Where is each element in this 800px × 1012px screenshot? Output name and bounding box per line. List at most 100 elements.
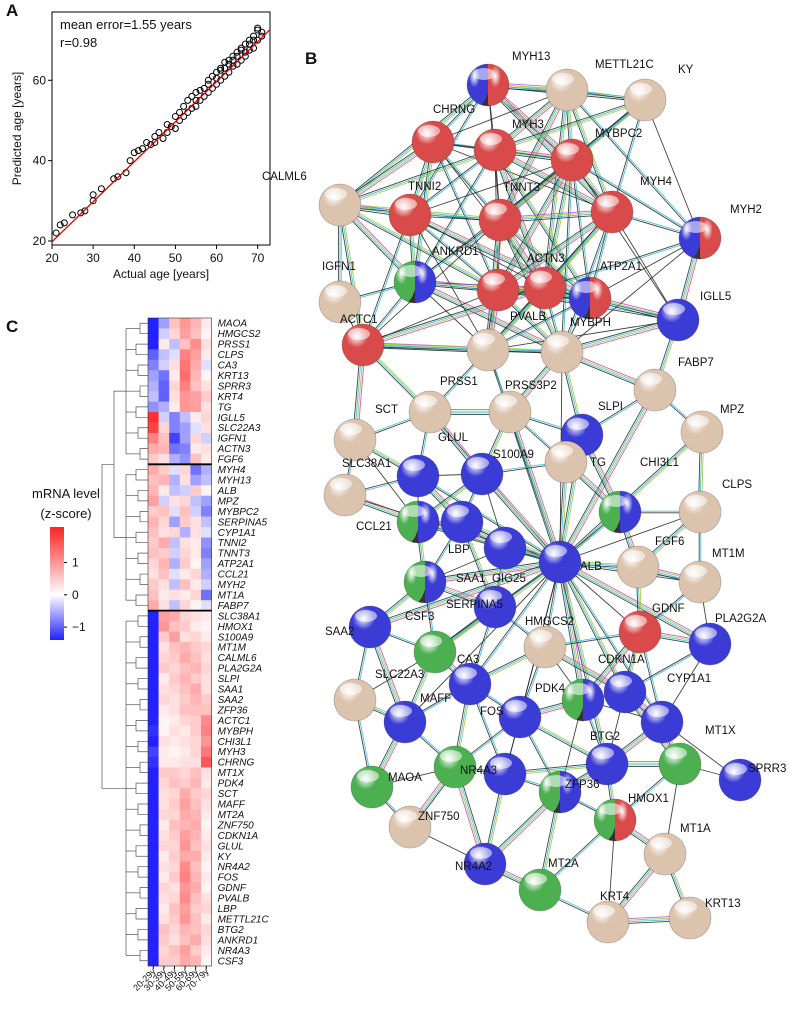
heatmap-cell	[148, 882, 159, 894]
heatmap-cell	[179, 391, 191, 402]
row-label: KY	[218, 852, 233, 863]
scatter-point	[138, 145, 146, 153]
node-outline	[523, 625, 567, 669]
network-node	[656, 298, 700, 342]
node-gloss	[600, 803, 622, 815]
network-node	[544, 440, 588, 484]
node-gloss	[623, 550, 645, 562]
heatmap-cell	[179, 892, 191, 904]
node-outline	[623, 78, 667, 122]
scatter-point	[196, 86, 204, 94]
network-edge	[495, 148, 592, 298]
heatmap-cell	[190, 506, 202, 517]
heatmap-cell	[201, 798, 212, 810]
network-node	[668, 896, 712, 940]
network-edge	[362, 344, 563, 353]
heatmap-cell	[190, 903, 202, 915]
heatmap-cell	[201, 412, 212, 423]
node-label: MAFF	[420, 693, 451, 705]
node-outline	[540, 330, 584, 374]
network-edge	[361, 214, 410, 345]
heatmap-cell	[179, 485, 191, 496]
heatmap-cell	[158, 777, 170, 789]
node-gloss	[357, 770, 379, 782]
heatmap-cell	[190, 924, 202, 935]
heatmap-cell	[190, 432, 202, 444]
row-label: HMGCS2	[218, 329, 261, 340]
network-edge	[362, 346, 562, 355]
heatmap-cell	[169, 725, 181, 737]
node-gloss	[687, 415, 709, 427]
heatmap-cell	[201, 830, 212, 841]
node-outline	[448, 662, 492, 706]
network-edge	[557, 562, 582, 701]
network-node	[540, 330, 584, 374]
network-edge	[363, 215, 412, 346]
network-edge	[496, 209, 611, 289]
row-label: GDNF	[218, 883, 247, 894]
scatter-point	[130, 149, 138, 157]
node-label: IGFN1	[322, 261, 356, 273]
heatmap-cell	[169, 610, 181, 622]
heatmap-cell	[190, 527, 202, 538]
node-label: KY	[678, 64, 694, 76]
node-label: SAA2	[325, 626, 354, 638]
heatmap-cell	[201, 391, 212, 402]
colorbar-tick-label: −1	[72, 620, 86, 634]
heatmap-cell	[158, 432, 170, 444]
network-edge	[559, 561, 608, 765]
node-gloss	[685, 221, 707, 233]
node-label: FGF6	[655, 536, 684, 548]
row-label: MT2A	[218, 810, 245, 821]
scatter-point	[221, 58, 229, 66]
row-label: PRSS1	[218, 340, 251, 351]
network-node	[523, 266, 567, 310]
heatmap-cell	[158, 945, 170, 956]
node-gloss	[325, 188, 347, 200]
network-node	[585, 742, 629, 786]
heatmap-cell	[179, 871, 191, 883]
node-label: CSF3	[405, 611, 434, 623]
network-edge	[561, 561, 609, 764]
heatmap-cell	[158, 589, 170, 601]
node-outline	[393, 260, 437, 304]
network-edge	[494, 98, 645, 149]
row-label: BTG2	[218, 925, 245, 936]
panel-label: C	[6, 317, 18, 336]
node-label: CDKN1A	[598, 654, 645, 666]
node-label: SLPI	[598, 401, 623, 413]
network-nodes: MYH13 METTL21C KY CHRNG MYH3 MYBPC2 CALML6 TNNI…	[262, 51, 786, 944]
heatmap-cell	[169, 401, 181, 413]
heatmap-cell	[148, 798, 159, 810]
heatmap-cell	[148, 443, 159, 455]
node-outline	[396, 500, 440, 544]
heatmap-cell	[148, 642, 159, 653]
node-outline	[478, 198, 522, 242]
row-label: IGLL5	[218, 413, 246, 424]
heatmap-cell	[169, 662, 181, 674]
heatmap-cell	[179, 443, 191, 455]
heatmap-cell	[169, 589, 181, 601]
heatmap-cell	[190, 370, 202, 382]
node-label: MYH2	[730, 204, 762, 216]
network-node	[618, 610, 662, 654]
node-label: ALB	[580, 561, 602, 573]
network-node	[478, 198, 522, 242]
heatmap-cell	[190, 777, 202, 789]
node-outline	[656, 298, 700, 342]
heatmap-cell	[148, 945, 159, 956]
heatmap-cell	[148, 621, 159, 632]
node-label: IGLL5	[700, 291, 731, 303]
heatmap-cell	[201, 432, 212, 444]
heatmap-cell	[169, 861, 181, 873]
network-edge	[432, 89, 568, 143]
node-gloss	[440, 750, 462, 762]
heatmap-cell	[158, 453, 170, 465]
row-label: MT1A	[218, 590, 245, 601]
heatmap-cell	[169, 474, 181, 486]
heatmap-cell	[158, 579, 170, 591]
network-edge	[425, 563, 561, 585]
heatmap-cell	[201, 777, 212, 789]
heatmap-cell	[201, 610, 212, 622]
scatter-point	[217, 64, 225, 72]
